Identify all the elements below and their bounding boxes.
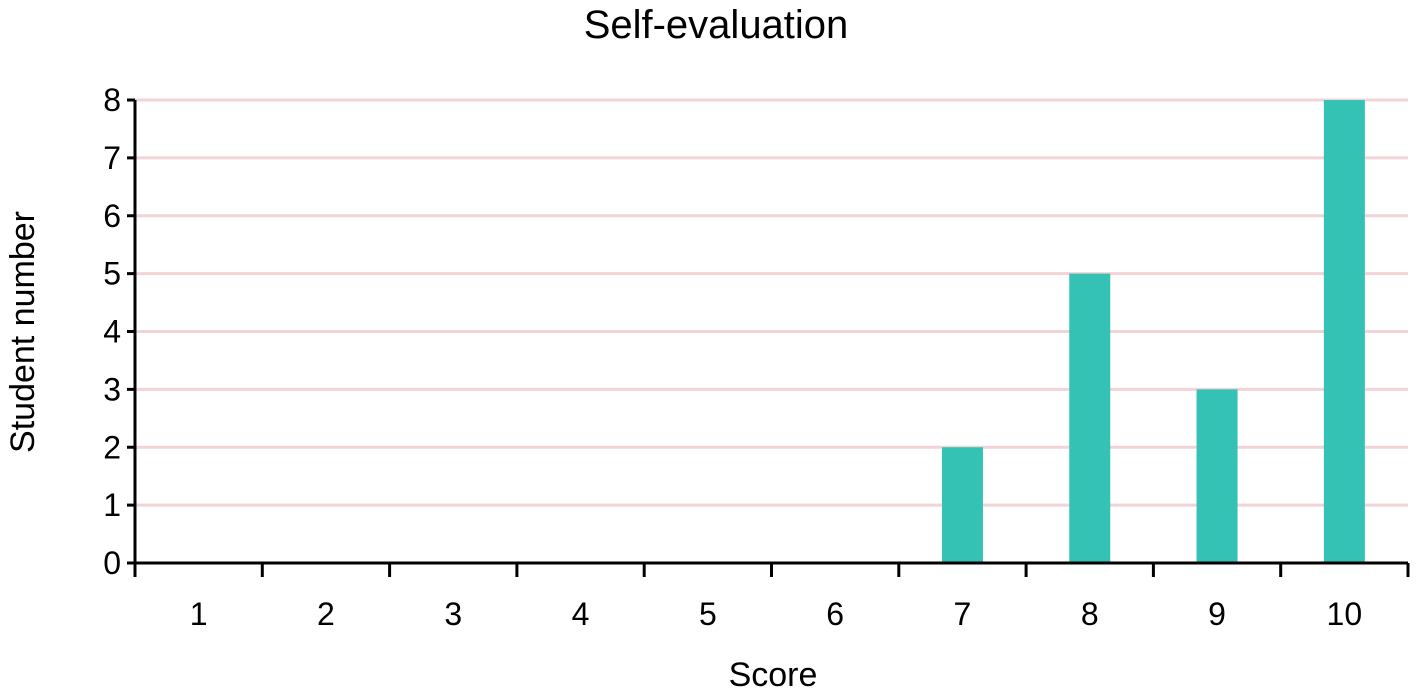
x-tick-label: 6 — [826, 596, 844, 632]
bar-9 — [1196, 389, 1238, 563]
x-axis-label: Score — [729, 656, 818, 694]
y-tick-label: 8 — [103, 82, 121, 118]
x-tick-label: 3 — [444, 596, 462, 632]
bar-7 — [941, 447, 983, 563]
x-tick-label: 5 — [699, 596, 717, 632]
y-tick-label: 6 — [103, 198, 121, 234]
x-tick-label: 2 — [317, 596, 335, 632]
y-tick-label: 4 — [103, 314, 121, 350]
x-tick-label: 7 — [954, 596, 972, 632]
x-tick-label: 8 — [1081, 596, 1099, 632]
y-tick-label: 2 — [103, 429, 121, 465]
y-tick-label: 0 — [103, 545, 121, 581]
y-tick-label: 7 — [103, 140, 121, 176]
x-tick-label: 4 — [572, 596, 590, 632]
bar-10 — [1323, 100, 1365, 563]
x-tick-label: 9 — [1208, 596, 1226, 632]
bar-8 — [1069, 273, 1111, 563]
y-tick-label: 1 — [103, 487, 121, 523]
y-axis-label: Student number — [4, 211, 42, 453]
y-tick-label: 5 — [103, 256, 121, 292]
gridlines — [135, 98, 1408, 507]
x-tick-label: 1 — [190, 596, 208, 632]
chart-title: Self-evaluation — [584, 3, 849, 47]
y-tick-labels: 0 1 2 3 4 5 6 7 8 — [103, 82, 121, 581]
x-tick-label: 10 — [1327, 596, 1363, 632]
x-tick-labels: 1 2 3 4 5 6 7 8 9 10 — [190, 596, 1362, 632]
axes — [127, 98, 1410, 577]
bars — [941, 100, 1365, 563]
y-tick-label: 3 — [103, 371, 121, 407]
